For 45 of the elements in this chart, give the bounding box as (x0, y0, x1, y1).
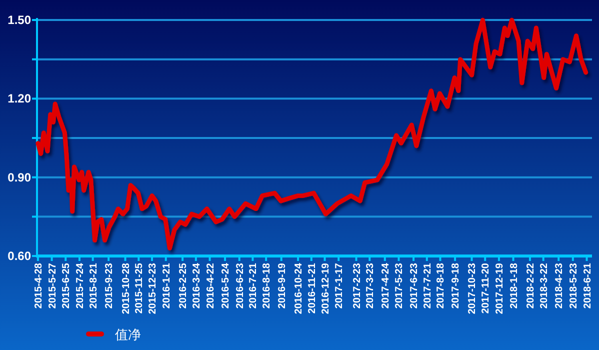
x-tick-label: 2016-9-19 (276, 262, 288, 309)
x-tick-label: 2016-7-21 (248, 262, 260, 309)
y-tick-label: 1.20 (8, 92, 32, 106)
x-tick-label: 2015-9-23 (104, 262, 116, 309)
x-tick-label: 2018-6-21 (582, 262, 594, 309)
x-tick-label: 2017-12-19 (494, 262, 506, 314)
x-tick-label: 2015-10-28 (120, 262, 132, 314)
x-tick-label: 2016-11-21 (306, 262, 318, 314)
line-series (36, 18, 588, 250)
x-tick-label: 2015-5-27 (47, 262, 58, 309)
x-tick-label: 2016-8-18 (262, 262, 273, 309)
x-tick-label: 2015-7-24 (74, 262, 86, 309)
x-tick-label: 2017-7-21 (422, 262, 434, 309)
x-tick-label: 2017-2-23 (352, 262, 363, 309)
x-tick-label: 2017-9-18 (450, 262, 462, 309)
x-tick-label: 2015-8-21 (88, 262, 100, 309)
x-tick-label: 2016-10-24 (294, 262, 305, 314)
x-tick-label: 2017-3-23 (365, 262, 376, 309)
x-tick-label: 2017-11-20 (480, 262, 492, 314)
x-tick-label: 2018-3-22 (538, 262, 550, 309)
x-tick-label: 2017-4-24 (380, 262, 392, 309)
x-tick-label: 2016-4-22 (205, 262, 216, 309)
x-tick-label: 2015-12-23 (148, 262, 159, 314)
x-tick-label: 2018-1-18 (508, 262, 520, 309)
x-tick-label: 2016-3-24 (191, 262, 202, 309)
legend-label: 值净 (115, 327, 141, 342)
x-tick-label: 2018-5-23 (568, 262, 580, 309)
x-tick-label: 2016-2-25 (178, 262, 190, 309)
x-tick-label: 2017-5-23 (394, 262, 406, 309)
y-tick-label: 0.60 (8, 249, 32, 263)
x-tick-label: 2015-4-28 (33, 262, 44, 309)
x-tick-label: 2016-12-19 (320, 262, 332, 314)
x-tick-label: 2018-4-23 (554, 262, 566, 309)
x-tick-label: 2018-2-22 (525, 262, 536, 309)
x-tick-label: 2016-6-23 (234, 262, 246, 309)
y-tick-label: 1.50 (8, 13, 32, 27)
x-tick-label: 2017-10-23 (467, 262, 478, 314)
y-tick-label: 0.90 (8, 170, 32, 184)
x-tick-label: 2016-1-21 (161, 262, 172, 309)
x-tick-label: 2017-1-17 (334, 262, 346, 309)
x-tick-label: 2015-11-25 (134, 262, 146, 314)
x-tick-label: 2016-5-24 (220, 262, 232, 309)
x-tick-label: 2017-8-18 (436, 262, 447, 309)
x-tick-label: 2017-6-23 (409, 262, 420, 309)
x-tick-label: 2015-6-25 (61, 262, 72, 309)
